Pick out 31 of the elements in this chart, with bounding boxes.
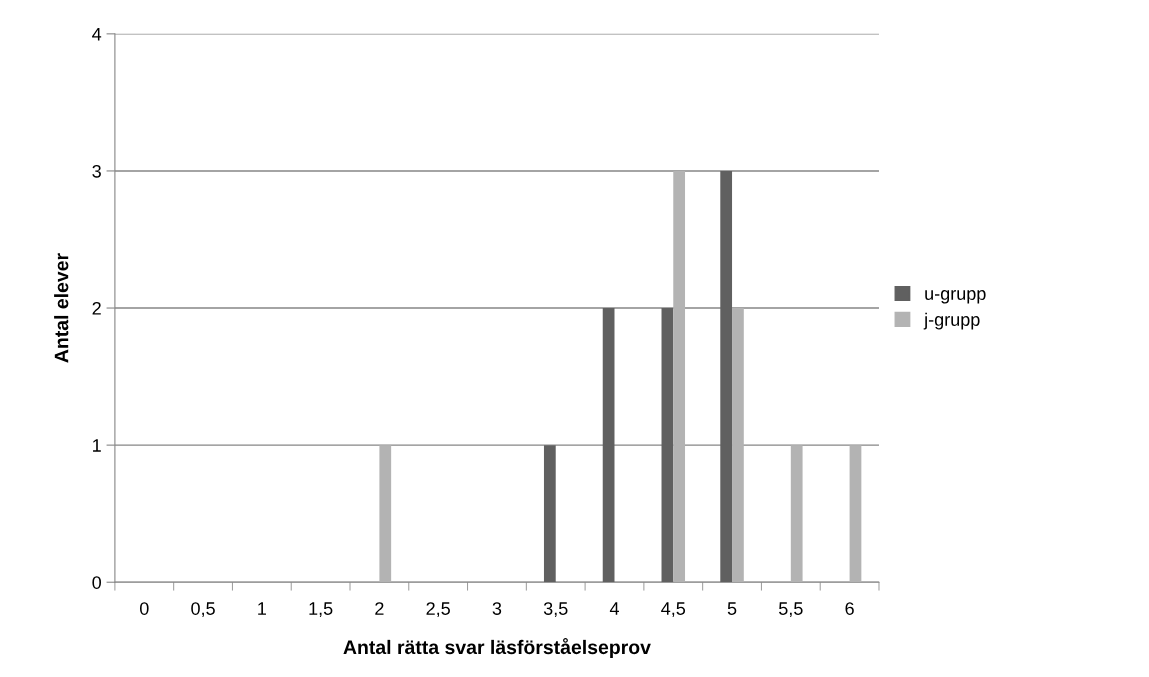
bar xyxy=(602,308,615,583)
bar xyxy=(543,445,556,583)
x-tick-label: 2 xyxy=(375,602,384,615)
x-tick-label: 1,5 xyxy=(309,602,333,618)
x-tick-label: 2,5 xyxy=(426,602,450,618)
y-tick-label: 4 xyxy=(92,27,102,41)
x-tick-label: 4 xyxy=(609,602,619,615)
x-tick-label: 0,5 xyxy=(191,602,215,618)
y-tick-label: 0 xyxy=(92,576,101,589)
x-tick-label: 5 xyxy=(727,602,737,615)
legend-label: j-grupp xyxy=(923,312,980,330)
bar xyxy=(661,308,674,583)
x-tick-label: 1 xyxy=(258,602,266,615)
y-axis-title: Antal elever xyxy=(54,253,69,363)
x-tick-label: 3 xyxy=(492,602,502,615)
bar xyxy=(732,308,744,583)
x-tick-label: 6 xyxy=(845,602,854,615)
bar xyxy=(849,445,862,583)
x-axis-title: Antal rätta svar läsförståelseprov xyxy=(343,637,651,658)
legend-label: u-grupp xyxy=(925,290,986,304)
x-tick-label: 0 xyxy=(139,602,149,615)
x-tick-label: 3,5 xyxy=(543,602,568,618)
y-tick-label: 2 xyxy=(92,301,101,315)
bar xyxy=(720,170,733,583)
y-tick-label: 1 xyxy=(93,439,101,452)
bar xyxy=(673,170,686,583)
bar xyxy=(790,445,803,583)
bar xyxy=(379,445,392,583)
y-tick-label: 3 xyxy=(92,164,101,178)
x-tick-label: 5,5 xyxy=(778,602,803,618)
x-tick-label: 4,5 xyxy=(661,602,686,618)
